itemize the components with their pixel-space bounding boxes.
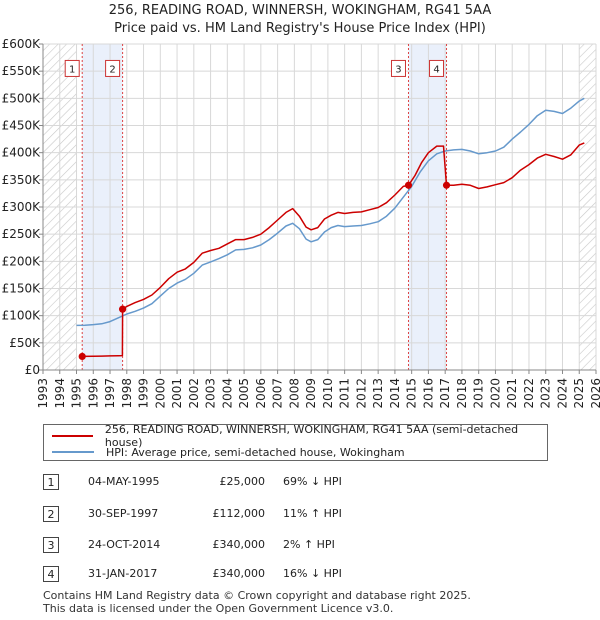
chart-title: 256, READING ROAD, WINNERSH, WOKINGHAM, … [108,3,492,18]
x-tick-label: 2016 [421,378,435,409]
series-line-hpi [76,97,585,327]
chart-subtitle: Price paid vs. HM Land Registry's House … [114,21,486,36]
x-tick-label: 2012 [354,378,368,409]
x-tick-label: 1998 [120,378,134,409]
transaction-label-box [390,59,406,77]
legend-swatch-property [52,435,93,437]
sale-point-marker [442,181,451,189]
x-tick-label: 2022 [522,378,536,409]
x-tick-label: 2018 [455,378,469,409]
transaction-date: 04-MAY-1995 [88,475,160,488]
x-tick-label: 2020 [488,378,502,409]
y-tick-label: £250K [2,227,42,241]
price-chart: 1 2 3 4 £0 £50K £100K £150K £200K £250K £300K £350… [2,37,600,409]
x-tick-label: 2019 [472,378,486,409]
x-tick-label: 2006 [254,378,268,409]
y-tick-label: £0 [25,363,40,377]
transaction-number: 1 [43,474,59,490]
x-tick-label: 2007 [271,378,285,409]
transaction-number: 2 [43,506,59,522]
transaction-label: 2 [109,64,115,75]
y-tick-label: £50K [9,336,41,350]
x-tick-label: 1999 [137,378,151,409]
y-tick-label: £300K [2,200,42,214]
y-tick-label: £600K [2,37,42,51]
legend-item-hpi: HPI: Average price, semi-detached house,… [52,444,405,460]
transaction-label: 4 [433,64,439,75]
transaction-price: £340,000 [212,567,266,580]
x-tick-label: 2024 [555,378,569,409]
series-line-property [82,142,585,358]
transaction-hpi-diff: 69% ↓ HPI [283,475,342,488]
transaction-label-box [64,59,80,77]
sale-point-marker [78,352,86,361]
y-tick-label: £100K [2,309,42,323]
transaction-label-box [105,59,121,77]
transaction-price: £112,000 [212,507,266,520]
y-tick-label: £500K [2,91,42,105]
x-tick-label: 2005 [237,378,251,409]
x-tick-label: 1997 [103,378,117,409]
legend-label-hpi: HPI: Average price, semi-detached house,… [106,445,405,459]
x-tick-label: 1996 [86,378,100,409]
transaction-number: 3 [43,537,59,553]
x-tick-label: 2025 [572,378,586,409]
x-tick-label: 2026 [589,378,600,409]
transaction-price: £340,000 [212,538,266,551]
y-tick-label: £400K [2,146,42,160]
transaction-price: £25,000 [219,475,266,488]
x-tick-label: 2013 [371,378,385,409]
legend-label-property: 256, READING ROAD, WINNERSH, WOKINGHAM, … [104,423,519,449]
x-tick-label: 2009 [304,378,318,409]
x-tick-label: 1993 [36,378,50,409]
footer-licence: This data is licensed under the Open Gov… [43,602,394,615]
transaction-date: 24-OCT-2014 [88,538,161,551]
transaction-hpi-diff: 11% ↑ HPI [283,507,342,520]
x-tick-label: 2008 [287,378,301,409]
x-tick-label: 2001 [170,378,184,409]
x-tick-label: 2017 [438,378,452,409]
transaction-number: 4 [43,566,59,582]
footer-copyright: Contains HM Land Registry data © Crown c… [43,589,471,602]
y-tick-label: £200K [2,254,42,268]
x-tick-label: 2000 [153,378,167,409]
transaction-hpi-diff: 16% ↓ HPI [283,567,342,580]
legend-swatch-hpi [52,451,94,453]
chart-legend: 256, READING ROAD, WINNERSH, WOKINGHAM, … [43,423,548,461]
x-tick-label: 2023 [539,378,553,409]
y-tick-label: £450K [2,119,42,133]
transaction-label-box [429,59,445,77]
x-tick-label: 2015 [405,378,419,409]
transaction-date: 31-JAN-2017 [88,567,158,580]
x-tick-label: 1995 [70,378,84,409]
legend-item-property: 256, READING ROAD, WINNERSH, WOKINGHAM, … [52,423,547,449]
x-tick-label: 2011 [338,378,352,409]
y-tick-label: £150K [2,282,42,296]
x-tick-label: 2004 [220,378,234,409]
x-tick-label: 2010 [321,378,335,409]
y-tick-label: £550K [2,64,42,78]
transaction-hpi-diff: 2% ↑ HPI [283,538,335,551]
x-tick-label: 1994 [53,378,67,409]
x-tick-label: 2003 [204,378,218,409]
sale-point-marker [404,181,413,189]
transaction-label: 3 [395,64,401,75]
x-tick-label: 2021 [505,378,519,409]
y-tick-label: £350K [2,173,42,187]
x-tick-label: 2014 [388,378,402,409]
x-tick-label: 2002 [187,378,201,409]
transaction-date: 30-SEP-1997 [88,507,159,520]
sale-point-marker [118,305,127,313]
transaction-label: 1 [69,64,75,75]
